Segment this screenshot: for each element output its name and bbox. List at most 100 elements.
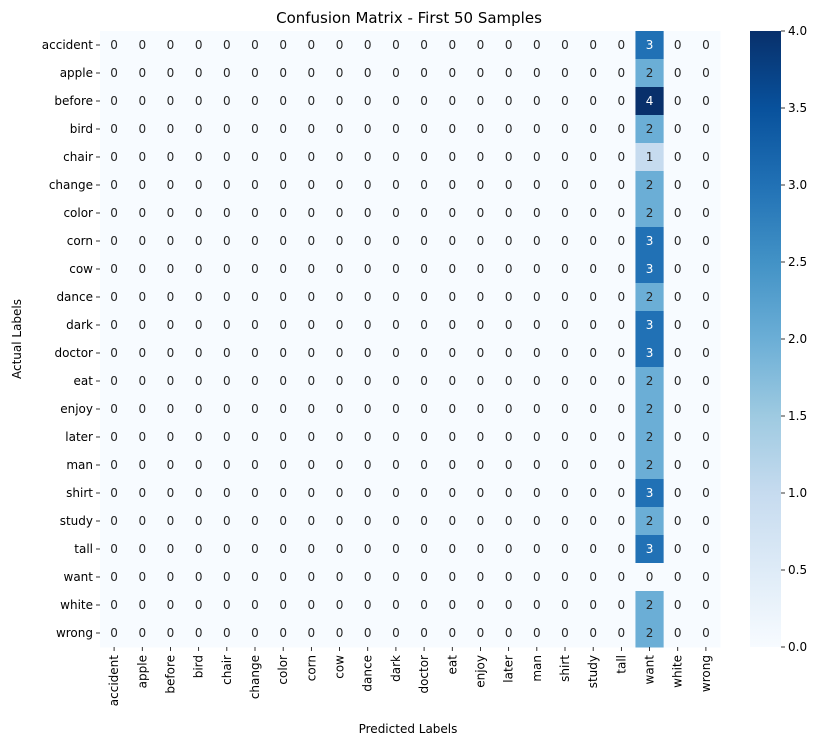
- cell-value-label: 0: [223, 262, 231, 276]
- cell-value-label: 0: [702, 178, 710, 192]
- cell-value-label: 0: [589, 66, 597, 80]
- cell-value-label: 0: [618, 542, 626, 556]
- heatmap-cell: [466, 535, 496, 564]
- heatmap-cell: [410, 423, 439, 452]
- heatmap-cell: [297, 199, 326, 228]
- heatmap-cell: [522, 591, 552, 620]
- row-tick-label: tall: [74, 542, 93, 556]
- heatmap-cell: [212, 171, 242, 200]
- heatmap-cell: [494, 479, 524, 508]
- heatmap-cell: [381, 115, 411, 144]
- cell-value-label: 0: [392, 626, 400, 640]
- cell-value-label: 0: [336, 262, 344, 276]
- heatmap-cell: [410, 451, 439, 480]
- heatmap-cell: [212, 59, 242, 88]
- heatmap-cell: [184, 339, 214, 368]
- heatmap-cell: [353, 563, 383, 592]
- cell-value-label: 0: [279, 262, 287, 276]
- heatmap-cell: [156, 339, 186, 368]
- heatmap-cell: [663, 31, 693, 60]
- cell-value-label: 0: [336, 402, 344, 416]
- cell-value-label: 0: [646, 570, 654, 584]
- cell-value-label: 0: [420, 374, 428, 388]
- cell-value-label: 0: [533, 402, 541, 416]
- cell-value-label: 0: [702, 38, 710, 52]
- cell-value-label: 0: [702, 626, 710, 640]
- cell-value-label: 2: [646, 626, 654, 640]
- cell-value-label: 0: [336, 514, 344, 528]
- cell-value-label: 0: [420, 318, 428, 332]
- heatmap-cell: [663, 199, 693, 228]
- heatmap-cell: [579, 311, 608, 340]
- cell-value-label: 0: [223, 318, 231, 332]
- cell-value-label: 0: [110, 514, 118, 528]
- heatmap-cell: [269, 339, 298, 368]
- cell-value-label: 2: [646, 374, 654, 388]
- cell-value-label: 0: [364, 486, 372, 500]
- cell-value-label: 0: [561, 94, 569, 108]
- heatmap-cell: [691, 423, 721, 452]
- cell-value-label: 0: [251, 402, 259, 416]
- column-tick-labels: accident apple before bird chair change color c…: [107, 647, 713, 706]
- heatmap-cell: [410, 311, 439, 340]
- heatmap-cell: [494, 535, 524, 564]
- heatmap-cell: [494, 451, 524, 480]
- cell-value-label: 0: [251, 486, 259, 500]
- heatmap-cell: [691, 59, 721, 88]
- heatmap-cell: [381, 367, 411, 396]
- heatmap-cell: [635, 59, 665, 88]
- cell-value-label: 0: [674, 66, 682, 80]
- cell-value-label: 0: [589, 374, 597, 388]
- heatmap-cell: [691, 479, 721, 508]
- heatmap-cell: [691, 143, 721, 172]
- cell-value-label: 0: [505, 206, 513, 220]
- cell-value-label: 0: [308, 598, 316, 612]
- heatmap-cell: [381, 507, 411, 536]
- heatmap-cell: [128, 115, 157, 144]
- cell-value-label: 0: [279, 570, 287, 584]
- heatmap-cell: [663, 339, 693, 368]
- heatmap-cell: [607, 115, 636, 144]
- heatmap-cell: [635, 507, 665, 536]
- cell-value-label: 0: [110, 346, 118, 360]
- cell-value-label: 0: [279, 346, 287, 360]
- cell-value-label: 0: [167, 486, 175, 500]
- cell-value-label: 0: [167, 346, 175, 360]
- cell-value-label: 0: [477, 66, 485, 80]
- heatmap-cell: [297, 59, 326, 88]
- heatmap-cell: [663, 115, 693, 144]
- heatmap-cell: [128, 87, 157, 116]
- cell-value-label: 0: [392, 94, 400, 108]
- cell-value-label: 0: [251, 458, 259, 472]
- heatmap-cell: [691, 199, 721, 228]
- cell-value-label: 0: [477, 290, 485, 304]
- heatmap-cell: [353, 255, 383, 284]
- heatmap-cell: [522, 423, 552, 452]
- heatmap-cell: [635, 31, 665, 60]
- heatmap-cell: [691, 339, 721, 368]
- cell-value-label: 0: [138, 598, 146, 612]
- cell-value-label: 0: [477, 402, 485, 416]
- heatmap-cell: [381, 143, 411, 172]
- cell-value-label: 0: [420, 178, 428, 192]
- heatmap-cell: [522, 199, 552, 228]
- heatmap-cell: [325, 619, 355, 648]
- cell-value-label: 0: [589, 234, 597, 248]
- cell-value-label: 0: [110, 570, 118, 584]
- cell-value-label: 0: [364, 458, 372, 472]
- cell-value-label: 0: [251, 206, 259, 220]
- heatmap-cell: [353, 171, 383, 200]
- cell-value-label: 0: [223, 94, 231, 108]
- heatmap-cell: [100, 199, 129, 228]
- heatmap-cell: [156, 479, 186, 508]
- heatmap-cell: [297, 535, 326, 564]
- row-tick-label: cow: [69, 262, 93, 276]
- heatmap-cell: [438, 339, 467, 368]
- row-tick-label: enjoy: [60, 402, 93, 416]
- heatmap-cell: [410, 339, 439, 368]
- cell-value-label: 0: [477, 486, 485, 500]
- column-tick-label: dark: [389, 655, 403, 682]
- heatmap-cell: [522, 311, 552, 340]
- heatmap-cell: [269, 479, 298, 508]
- cell-value-label: 0: [533, 570, 541, 584]
